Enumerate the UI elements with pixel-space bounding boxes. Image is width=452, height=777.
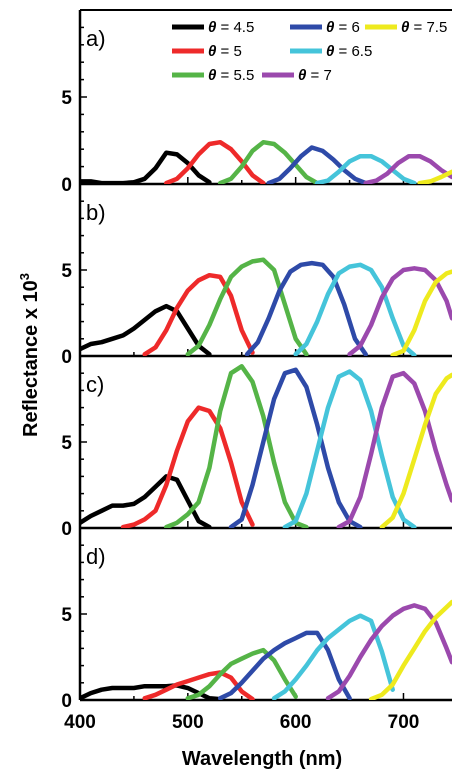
panels-group: 0 5 a) 0 5 b) 0 5 c) 0 5 d)	[61, 9, 452, 712]
y-axis-label: Reflectance x 103	[17, 273, 42, 437]
series-line-theta-7	[347, 266, 452, 356]
series-line-theta-7	[363, 153, 452, 184]
legend-theta-symbol: θ	[208, 19, 217, 36]
legend-value: = 7.5	[409, 19, 447, 36]
legend-theta-symbol: θ	[208, 43, 217, 60]
series-line-theta-6-5	[293, 262, 417, 356]
series-line-theta-4-5	[80, 150, 212, 184]
series-line-theta-5	[142, 670, 255, 700]
legend-label: θ = 5	[208, 43, 242, 60]
legend-item-theta-6: θ = 6	[290, 19, 360, 36]
legend-label: θ = 5.5	[208, 67, 254, 84]
legend-value: = 7	[306, 67, 331, 84]
legend-value: = 5.5	[216, 67, 254, 84]
legend-item-theta-7-5: θ = 7.5	[365, 19, 447, 36]
series-line-theta-5	[142, 272, 255, 356]
series-line-theta-6	[266, 145, 368, 184]
legend-label: θ = 7	[298, 67, 332, 84]
y-axis-label-exponent: 3	[17, 273, 32, 280]
panel-label: d)	[86, 544, 106, 569]
series-group	[80, 139, 452, 184]
x-tick-label: 400	[64, 712, 96, 733]
legend-label: θ = 7.5	[401, 19, 447, 36]
series-line-theta-5-5	[185, 647, 298, 700]
panel-a: 0 5 a)	[61, 9, 452, 196]
series-line-theta-5	[164, 139, 266, 184]
panel-d: 0 5 d)	[61, 528, 452, 712]
series-line-theta-6	[217, 630, 352, 700]
x-axis-label: Wavelength (nm)	[182, 748, 342, 770]
series-line-theta-7-5	[417, 169, 452, 184]
panel-c: 0 5 c)	[61, 356, 452, 540]
series-line-theta-4-5	[80, 683, 223, 700]
x-tick-labels: 400 500 600 700	[64, 712, 419, 733]
legend-theta-symbol: θ	[298, 67, 307, 84]
series-group	[80, 599, 452, 700]
legend-item-theta-5: θ = 5	[172, 43, 242, 60]
legend-value: = 6.5	[334, 43, 372, 60]
panel-label: a)	[86, 26, 106, 51]
series-line-theta-6-5	[314, 153, 417, 184]
legend-item-theta-4-5: θ = 4.5	[172, 19, 254, 36]
series-line-theta-5	[120, 405, 255, 528]
x-tick-label: 700	[388, 712, 420, 733]
panel-label: c)	[86, 372, 104, 397]
y-tick-label: 0	[61, 691, 72, 712]
series-line-theta-7	[325, 603, 452, 700]
legend-label: θ = 4.5	[208, 19, 254, 36]
legend-theta-symbol: θ	[208, 67, 217, 84]
legend-item-theta-7: θ = 7	[262, 67, 332, 84]
series-line-theta-6-5	[271, 613, 395, 700]
legend-theta-symbol: θ	[326, 43, 335, 60]
series-line-theta-4-5	[80, 474, 212, 528]
y-tick-label: 0	[61, 347, 72, 368]
series-group	[80, 257, 452, 356]
legend-label: θ = 6.5	[326, 43, 372, 60]
legend-item-theta-5-5: θ = 5.5	[172, 67, 254, 84]
legend-label: θ = 6	[326, 19, 360, 36]
y-tick-label: 5	[61, 605, 72, 626]
series-line-theta-4-5	[80, 303, 212, 356]
legend-theta-symbol: θ	[326, 19, 335, 36]
panel-b: 0 5 b)	[61, 184, 452, 368]
y-tick-label: 5	[61, 88, 72, 109]
series-line-theta-5-5	[217, 139, 320, 184]
legend-value: = 4.5	[216, 19, 254, 36]
x-tick-label: 600	[280, 712, 312, 733]
legend-value: = 5	[216, 43, 241, 60]
series-line-theta-5-5	[185, 257, 309, 356]
y-tick-label: 5	[61, 433, 72, 454]
series-group	[80, 364, 452, 528]
series-line-theta-6-5	[282, 369, 417, 528]
series-line-theta-6	[244, 260, 368, 356]
series-line-theta-7-5	[379, 372, 452, 528]
series-line-theta-5-5	[164, 364, 309, 528]
y-tick-label: 5	[61, 261, 72, 282]
series-line-theta-7-5	[390, 269, 452, 356]
legend-item-theta-6-5: θ = 6.5	[290, 43, 372, 60]
series-line-theta-7-5	[368, 599, 452, 700]
series-line-theta-7	[336, 370, 452, 528]
legend-value: = 6	[334, 19, 359, 36]
y-tick-label: 0	[61, 175, 72, 196]
panel-label: b)	[86, 200, 106, 225]
x-tick-label: 500	[172, 712, 204, 733]
legend-theta-symbol: θ	[401, 19, 410, 36]
y-axis-label-main: Reflectance x 10	[20, 280, 42, 437]
y-tick-label: 0	[61, 519, 72, 540]
series-line-theta-6	[228, 367, 363, 528]
